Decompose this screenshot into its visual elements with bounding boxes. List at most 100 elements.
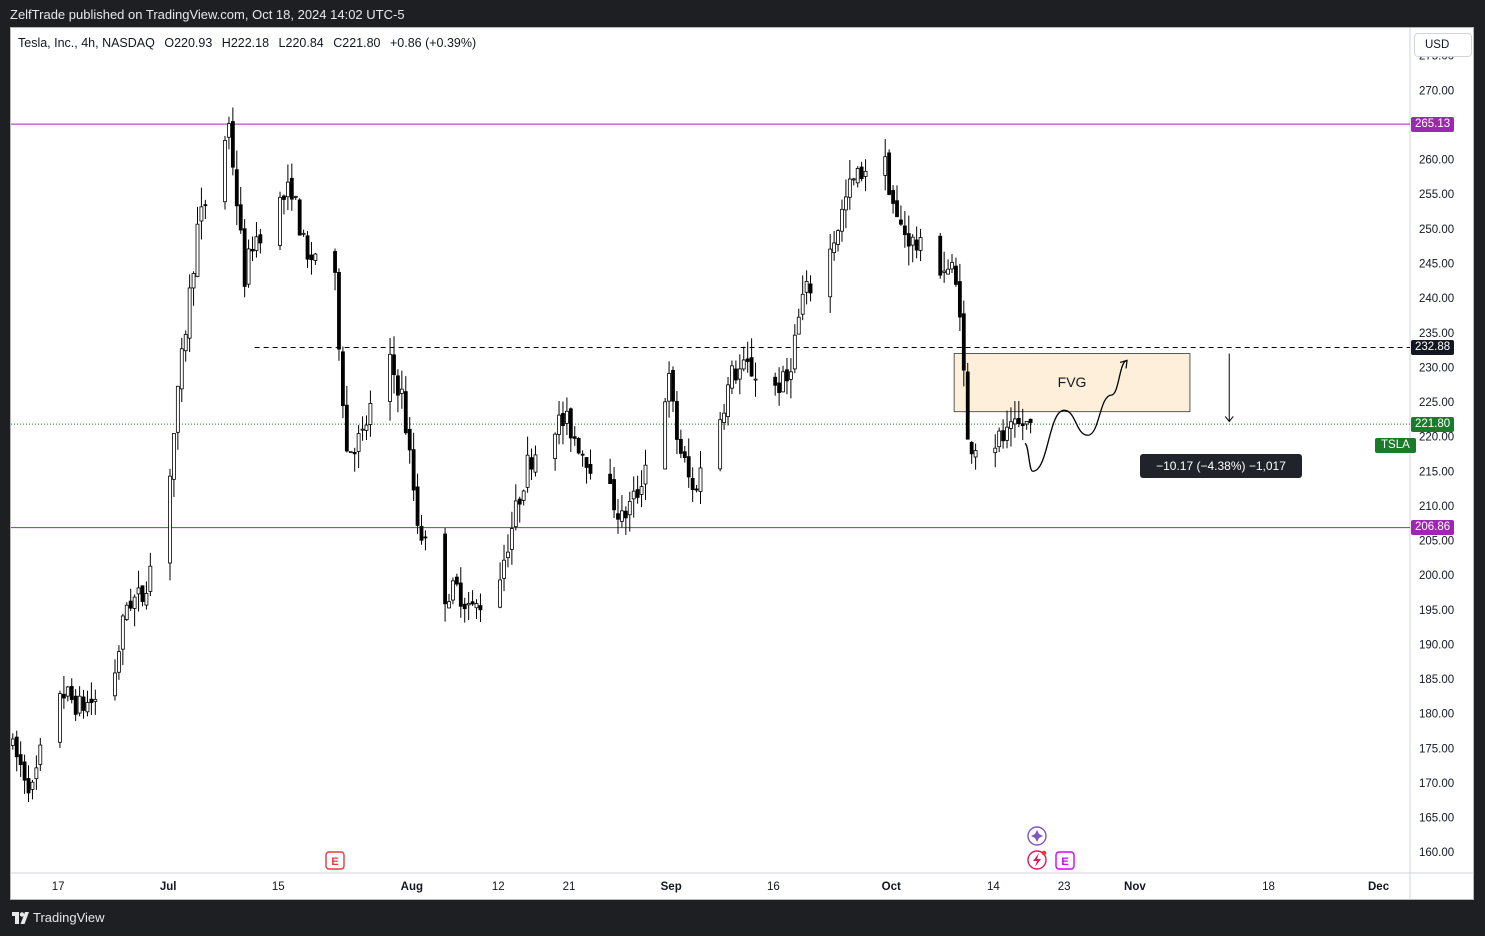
candle-body xyxy=(172,433,176,480)
candle-body xyxy=(828,248,833,298)
candle-body xyxy=(61,693,66,699)
candle-body xyxy=(686,456,691,478)
candle-body xyxy=(553,433,558,460)
price-tick-label: 180.00 xyxy=(1419,709,1454,721)
candle-body xyxy=(918,237,923,251)
candle-body xyxy=(399,388,404,394)
price-tick-label: 260.00 xyxy=(1419,155,1454,167)
footer-bar: TradingView xyxy=(0,900,1485,936)
candle-body xyxy=(741,359,746,370)
candle-body xyxy=(781,371,785,393)
level-206-tag: 206.86 xyxy=(1411,520,1455,536)
candle-body xyxy=(175,385,180,433)
news-event-icon xyxy=(1027,826,1047,846)
legend-change: +0.86 (+0.39%) xyxy=(389,36,477,50)
candle-body xyxy=(478,605,483,611)
candle-body xyxy=(663,401,668,470)
candle-body xyxy=(168,475,172,564)
candle-body xyxy=(785,369,789,382)
time-tick-label: 23 xyxy=(1058,881,1071,893)
candle-body xyxy=(117,651,121,673)
legend-low: L220.84 xyxy=(278,36,324,50)
candle-body xyxy=(969,441,974,455)
candle-body xyxy=(954,265,958,285)
candle-body xyxy=(517,498,522,505)
candle-body xyxy=(242,228,247,287)
candlestick-chart[interactable]: 160.00 165.00 170.00 175.00 180.00 185.00 190.… xyxy=(11,28,1473,899)
candle-body xyxy=(305,235,310,260)
candle-body xyxy=(883,156,888,176)
candle-body xyxy=(187,287,192,339)
candle-body xyxy=(1028,418,1033,424)
candle-body xyxy=(183,334,188,352)
candle-body xyxy=(946,268,950,275)
candle-body xyxy=(447,601,451,609)
candle-body xyxy=(69,686,74,701)
candle-body xyxy=(282,195,286,200)
candle-body xyxy=(800,293,805,315)
candle-body xyxy=(568,408,573,439)
candle-body xyxy=(502,559,506,579)
currency-button[interactable]: USD xyxy=(1414,33,1472,57)
candle-body xyxy=(950,262,954,270)
price-tick-label: 235.00 xyxy=(1419,328,1454,340)
candle-body xyxy=(718,419,723,470)
candle-body xyxy=(938,235,943,276)
candle-body xyxy=(993,447,998,454)
candle-body xyxy=(77,695,82,714)
candle-body xyxy=(616,513,620,520)
candle-body xyxy=(506,551,510,559)
candle-body xyxy=(344,404,349,452)
candle-body xyxy=(832,242,837,253)
dividend-event-icon xyxy=(1027,850,1047,870)
candle-body xyxy=(474,603,479,609)
candle-body xyxy=(726,384,730,417)
candle-body xyxy=(136,587,141,595)
candle-body xyxy=(694,488,699,491)
candle-body xyxy=(753,378,758,381)
candle-body xyxy=(195,223,200,277)
candle-body xyxy=(462,603,467,610)
tradingview-logo-icon xyxy=(12,912,29,924)
candle-body xyxy=(1012,418,1017,425)
candle-body xyxy=(887,152,892,195)
candle-body xyxy=(627,501,632,516)
svg-text:E: E xyxy=(1061,856,1068,868)
chart-frame[interactable]: 160.00 165.00 170.00 175.00 180.00 185.00 190.… xyxy=(10,27,1474,900)
earnings-event-icon-2: E xyxy=(1055,851,1075,870)
candle-body xyxy=(203,204,208,207)
candle-body xyxy=(85,702,90,713)
candle-body xyxy=(580,453,585,456)
price-tick-label: 250.00 xyxy=(1419,224,1454,236)
time-tick-label: Dec xyxy=(1368,881,1390,893)
candle-body xyxy=(788,371,793,380)
candle-body xyxy=(643,464,648,485)
price-tick-label: 200.00 xyxy=(1419,570,1454,582)
candle-body xyxy=(73,695,78,715)
symbol-legend: Tesla, Inc., 4h, NASDAQ O220.93 H222.18 … xyxy=(18,36,482,50)
candle-body xyxy=(113,672,117,697)
level-232-tag: 232.88 xyxy=(1411,339,1455,355)
candle-body xyxy=(895,200,899,218)
candle-body xyxy=(737,368,742,380)
candle-body xyxy=(961,313,966,371)
candle-body xyxy=(840,208,844,232)
candle-body xyxy=(360,428,365,431)
time-tick-label: 12 xyxy=(492,881,505,893)
candle-body xyxy=(529,457,534,470)
candle-body xyxy=(722,412,726,423)
time-tick-label: Jul xyxy=(160,881,177,893)
candle-body xyxy=(411,449,416,491)
candle-body xyxy=(388,353,392,402)
time-tick-label: 14 xyxy=(987,881,1000,893)
candle-body xyxy=(289,177,294,200)
candle-body xyxy=(423,536,428,539)
candle-body xyxy=(620,510,624,522)
candle-body xyxy=(392,354,396,376)
svg-text:E: E xyxy=(331,856,338,868)
candle-body xyxy=(144,592,149,606)
candle-body xyxy=(199,206,204,222)
candle-body xyxy=(525,454,530,488)
candle-body xyxy=(297,199,302,236)
candle-body xyxy=(348,451,353,454)
